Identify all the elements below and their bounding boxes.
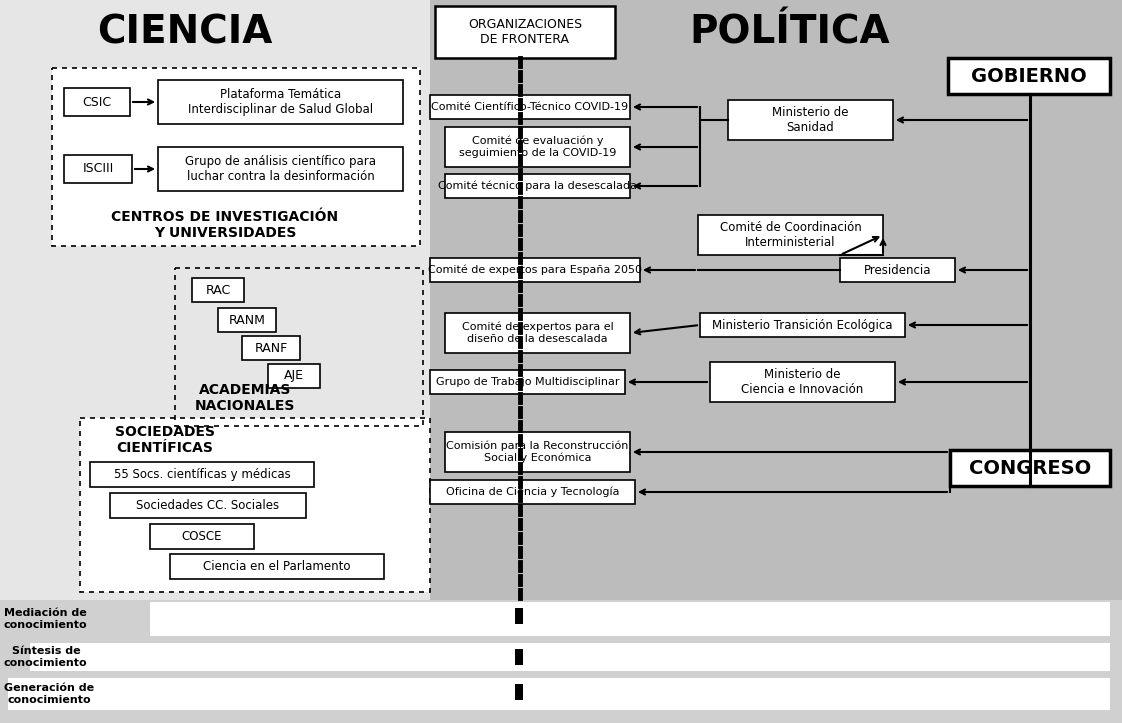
Bar [445, 313, 629, 353]
Bar [90, 462, 314, 487]
Text: Presidencia: Presidencia [864, 263, 931, 276]
Bar [515, 608, 523, 624]
Bar [150, 524, 254, 549]
Bar [728, 100, 893, 140]
Bar [52, 68, 420, 246]
Bar [840, 258, 955, 282]
Text: GOBIERNO: GOBIERNO [972, 67, 1087, 85]
Bar [700, 313, 905, 337]
Bar [445, 127, 629, 167]
Bar [950, 450, 1110, 486]
Text: Mediación de
conocimiento: Mediación de conocimiento [4, 608, 88, 630]
Text: Comité de expertos para España 2050: Comité de expertos para España 2050 [427, 265, 642, 275]
Bar [80, 418, 430, 592]
Bar [242, 336, 300, 360]
Text: Comité técnico para la desescalada: Comité técnico para la desescalada [438, 181, 637, 192]
Text: 55 Socs. científicas y médicas: 55 Socs. científicas y médicas [113, 468, 291, 481]
Bar [268, 364, 320, 388]
Text: COSCE: COSCE [182, 530, 222, 543]
Text: CIENCIA: CIENCIA [98, 13, 273, 51]
Text: Comité de Coordinación
Interministerial: Comité de Coordinación Interministerial [719, 221, 862, 249]
Bar [430, 480, 635, 504]
Bar [710, 362, 895, 402]
Text: Ministerio Transición Ecológica: Ministerio Transición Ecológica [712, 319, 893, 332]
Text: RANM: RANM [229, 314, 266, 327]
Bar [430, 370, 625, 394]
Bar [110, 493, 306, 518]
Bar [80, 418, 430, 592]
Text: CSIC: CSIC [82, 95, 111, 108]
Bar [0, 600, 1122, 723]
Text: Sociedades CC. Sociales: Sociedades CC. Sociales [137, 499, 279, 512]
Bar [158, 80, 403, 124]
Text: Síntesis de
conocimiento: Síntesis de conocimiento [4, 646, 88, 668]
Bar [192, 278, 243, 302]
Bar [445, 174, 629, 198]
Text: Plataforma Temática
Interdisciplinar de Salud Global: Plataforma Temática Interdisciplinar de … [188, 88, 373, 116]
Bar [515, 684, 523, 700]
Text: AJE: AJE [284, 369, 304, 382]
Bar [430, 95, 629, 119]
Bar [948, 58, 1110, 94]
Bar [435, 6, 615, 58]
Text: ISCIII: ISCIII [82, 163, 113, 176]
Bar [515, 649, 523, 665]
Text: Ministerio de
Ciencia e Innovación: Ministerio de Ciencia e Innovación [742, 368, 864, 396]
Bar [175, 268, 423, 426]
Text: CENTROS DE INVESTIGACIÓN
Y UNIVERSIDADES: CENTROS DE INVESTIGACIÓN Y UNIVERSIDADES [111, 210, 339, 240]
Text: Ciencia en el Parlamento: Ciencia en el Parlamento [203, 560, 351, 573]
Text: Comité Científico-Técnico COVID-19: Comité Científico-Técnico COVID-19 [432, 102, 628, 112]
Text: CONGRESO: CONGRESO [969, 458, 1091, 477]
Bar [218, 308, 276, 332]
Bar [430, 258, 640, 282]
Text: RAC: RAC [205, 283, 231, 296]
Text: Oficina de Ciencia y Tecnología: Oficina de Ciencia y Tecnología [445, 487, 619, 497]
Text: SOCIEDADES
CIENTÍFICAS: SOCIEDADES CIENTÍFICAS [114, 425, 215, 455]
Text: Ministerio de
Sanidad: Ministerio de Sanidad [772, 106, 848, 134]
Bar [445, 432, 629, 472]
Text: Grupo de Trabajo Multidisciplinar: Grupo de Trabajo Multidisciplinar [435, 377, 619, 387]
Text: Generación de
conocimiento: Generación de conocimiento [4, 683, 94, 705]
Bar [52, 68, 420, 246]
Bar [430, 0, 1122, 600]
Bar [64, 155, 132, 183]
Text: POLÍTICA: POLÍTICA [690, 13, 891, 51]
Bar [64, 88, 130, 116]
Text: Comisión para la Reconstrucción
Social y Económica: Comisión para la Reconstrucción Social y… [447, 440, 628, 463]
Bar [698, 215, 883, 255]
Text: RANF: RANF [255, 341, 287, 354]
Text: Comité de evaluación y
seguimiento de la COVID-19: Comité de evaluación y seguimiento de la… [459, 136, 616, 158]
Text: ACADEMIAS
NACIONALES: ACADEMIAS NACIONALES [195, 383, 295, 413]
Bar [171, 554, 384, 579]
Text: Grupo de análisis científico para
luchar contra la desinformación: Grupo de análisis científico para luchar… [185, 155, 376, 183]
Bar [0, 0, 430, 600]
Bar [158, 147, 403, 191]
Text: Comité de expertos para el
diseño de la desescalada: Comité de expertos para el diseño de la … [461, 322, 614, 344]
Text: ORGANIZACIONES
DE FRONTERA: ORGANIZACIONES DE FRONTERA [468, 18, 582, 46]
